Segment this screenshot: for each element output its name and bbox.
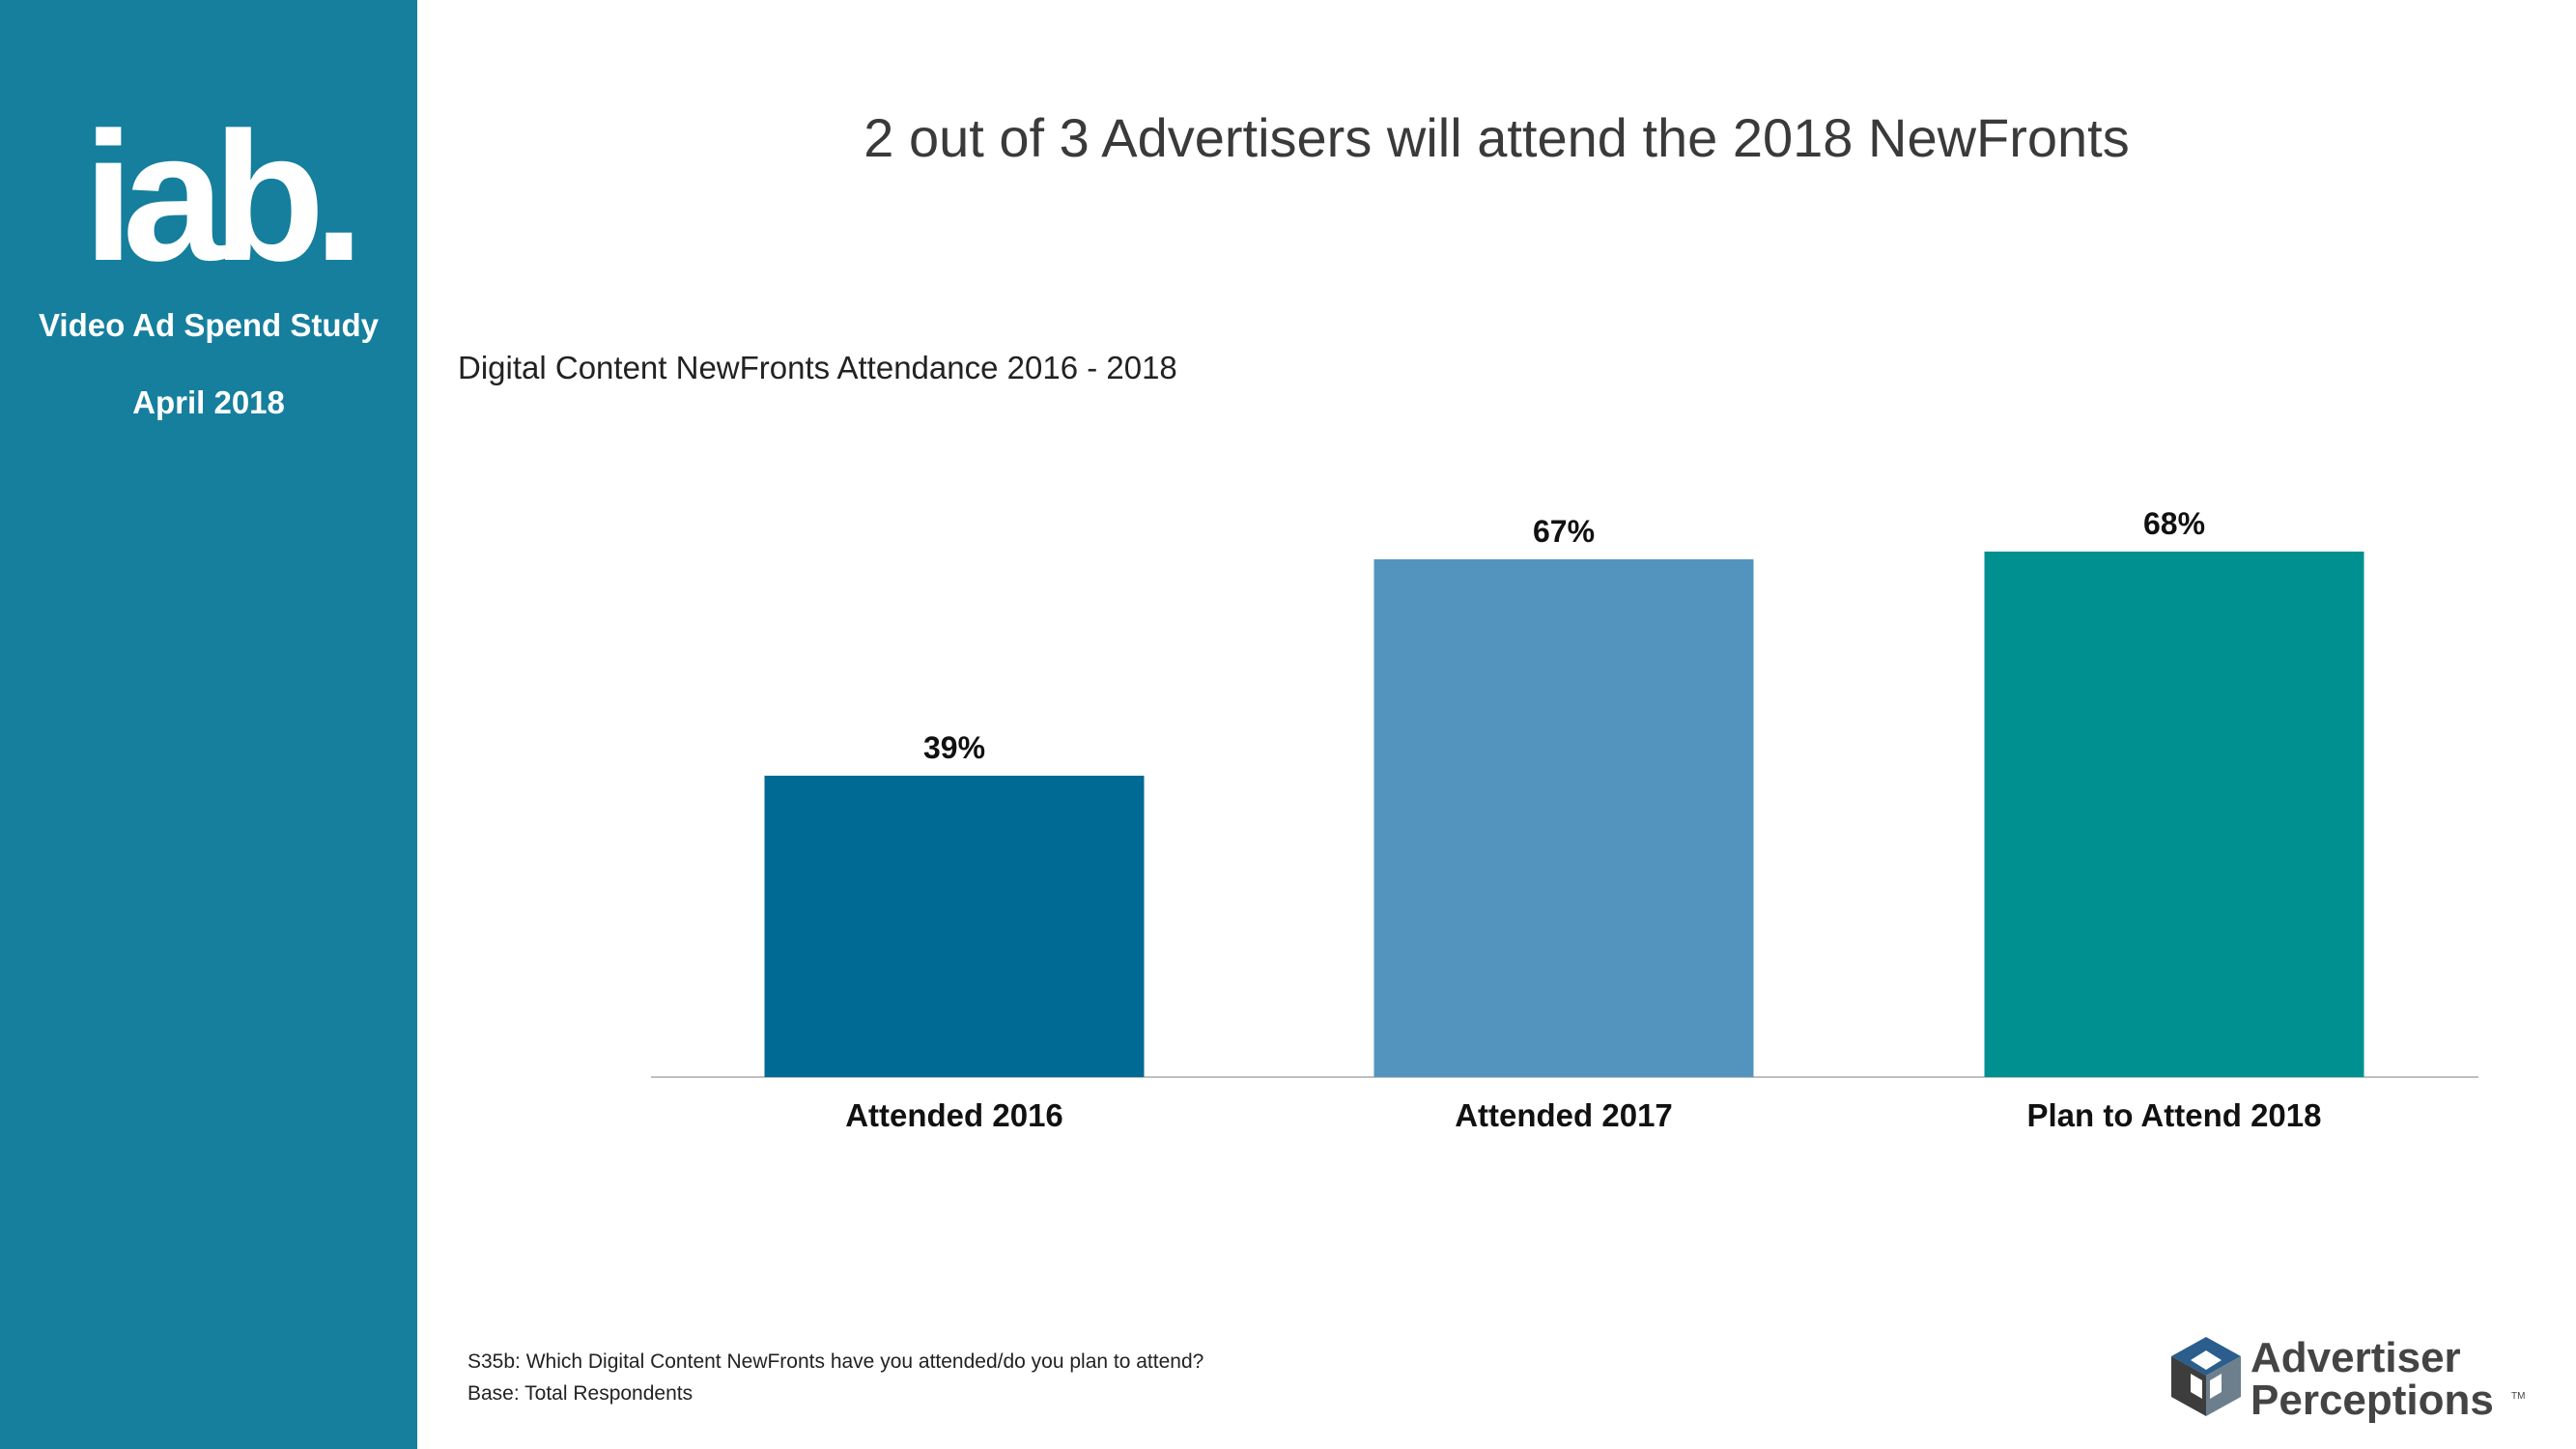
brand-trademark: TM: [2511, 1391, 2525, 1402]
bar-3: [1984, 552, 2364, 1077]
data-label-3: 68%: [2143, 506, 2205, 541]
iab-logo-text: iab.: [83, 120, 353, 274]
data-label-2: 67%: [1533, 514, 1595, 549]
category-label-2: Attended 2017: [1455, 1097, 1673, 1133]
chart-title: Digital Content NewFronts Attendance 201…: [458, 350, 1177, 385]
advertiser-perceptions-logo: Advertiser Perceptions TM: [2171, 1334, 2525, 1424]
iab-logo: iab.: [83, 120, 363, 274]
brand-line2: Perceptions: [2250, 1377, 2494, 1424]
brand-line1: Advertiser: [2250, 1334, 2461, 1381]
slide-title: 2 out of 3 Advertisers will attend the 2…: [863, 107, 2130, 168]
category-label-1: Attended 2016: [845, 1097, 1063, 1133]
sidebar: iab. Video Ad Spend Study April 2018: [0, 0, 417, 1449]
data-label-1: 39%: [923, 730, 985, 765]
study-name: Video Ad Spend Study: [38, 307, 380, 343]
footnote-base: Base: Total Respondents: [467, 1382, 694, 1405]
bar-2: [1373, 559, 1754, 1077]
study-date: April 2018: [132, 384, 285, 420]
cube-icon: [2171, 1337, 2241, 1416]
bar-1: [764, 776, 1145, 1077]
category-label-3: Plan to Attend 2018: [2026, 1097, 2321, 1133]
footnote-question: S35b: Which Digital Content NewFronts ha…: [467, 1350, 1204, 1373]
